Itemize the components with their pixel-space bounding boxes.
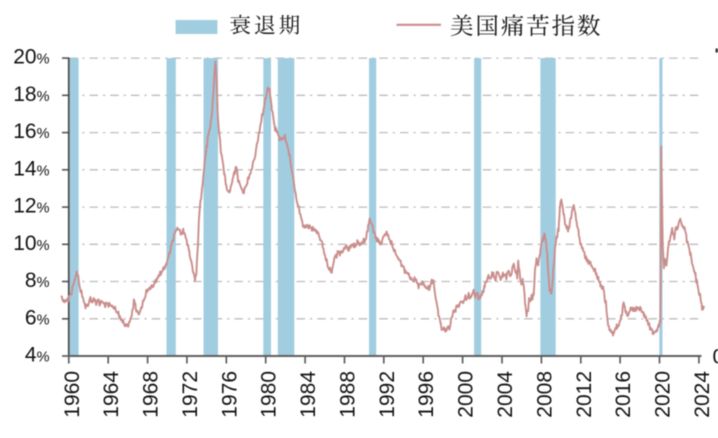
svg-text:2012: 2012 bbox=[573, 371, 596, 418]
svg-text:16%: 16% bbox=[13, 120, 49, 143]
svg-text:20%: 20% bbox=[13, 46, 49, 69]
svg-text:1976: 1976 bbox=[218, 371, 241, 418]
svg-text:1968: 1968 bbox=[140, 371, 163, 418]
svg-text:12%: 12% bbox=[13, 195, 49, 218]
svg-text:2020: 2020 bbox=[652, 371, 675, 418]
svg-text:2008: 2008 bbox=[533, 371, 556, 418]
svg-text:1964: 1964 bbox=[100, 371, 123, 418]
svg-text:2024: 2024 bbox=[691, 371, 714, 418]
svg-text:1980: 1980 bbox=[258, 371, 281, 418]
svg-text:4%: 4% bbox=[25, 344, 50, 367]
svg-text:10%: 10% bbox=[13, 232, 49, 255]
svg-text:1960: 1960 bbox=[61, 371, 84, 418]
svg-text:18%: 18% bbox=[13, 83, 49, 106]
svg-text:2004: 2004 bbox=[494, 371, 517, 418]
svg-text:1992: 1992 bbox=[376, 371, 399, 418]
svg-text:1996: 1996 bbox=[415, 371, 438, 418]
svg-text:8%: 8% bbox=[25, 269, 50, 292]
svg-text:14%: 14% bbox=[13, 157, 49, 180]
svg-text:1984: 1984 bbox=[297, 371, 320, 418]
svg-text:6%: 6% bbox=[25, 306, 50, 329]
svg-text:1972: 1972 bbox=[179, 371, 202, 418]
svg-text:1988: 1988 bbox=[337, 371, 360, 418]
svg-text:0: 0 bbox=[713, 346, 718, 369]
svg-text:2016: 2016 bbox=[612, 371, 635, 418]
svg-text:2000: 2000 bbox=[455, 371, 478, 418]
